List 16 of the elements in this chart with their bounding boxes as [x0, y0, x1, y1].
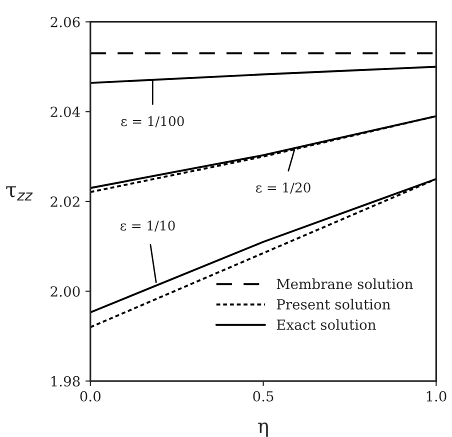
annotation: ε = 1/20: [256, 182, 310, 194]
legend-label: Membrane solution: [276, 278, 413, 290]
annotation: ε = 1/100: [121, 116, 184, 128]
legend-label: Exact solution: [276, 319, 376, 330]
annotation: ε = 1/10: [120, 220, 175, 232]
y-tick-label: 1.98: [51, 376, 80, 387]
x-tick-label: 0.5: [253, 391, 274, 402]
y-axis-title: τ$_{zz}$: [6, 186, 33, 201]
x-axis-title: η: [258, 422, 268, 437]
x-tick-label: 0.0: [80, 391, 101, 402]
y-tick-label: 2.00: [50, 286, 80, 297]
y-tick-label: 2.02: [50, 196, 80, 207]
x-tick-label: 1.0: [426, 391, 446, 402]
y-tick-label: 2.04: [50, 106, 80, 118]
legend-label: Present solution: [276, 298, 390, 310]
y-tick-label: 2.06: [50, 16, 80, 28]
